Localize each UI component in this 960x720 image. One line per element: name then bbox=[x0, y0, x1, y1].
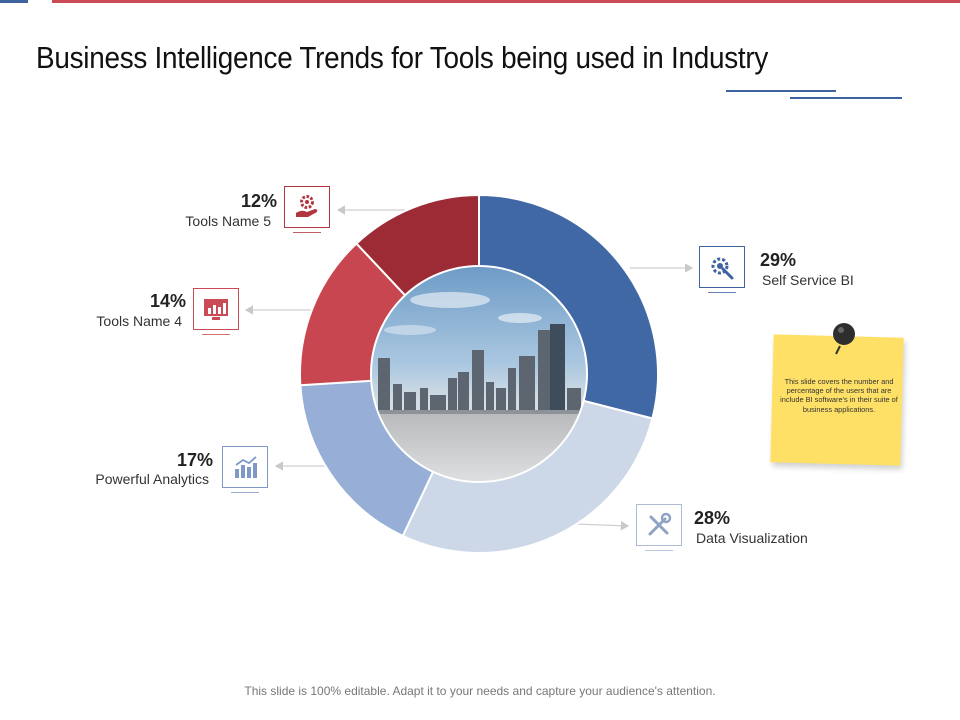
hand-gear-icon bbox=[296, 195, 318, 217]
monitor-chart-icon bbox=[204, 299, 228, 320]
top-left-accent-bar bbox=[0, 0, 28, 3]
footer-text: This slide is 100% editable. Adapt it to… bbox=[244, 684, 716, 698]
label-powerful-analytics: Powerful Analytics bbox=[95, 471, 209, 487]
title-underline-1 bbox=[726, 90, 836, 92]
tools-name-4-icon-box bbox=[193, 288, 239, 335]
pushpin-icon bbox=[833, 323, 855, 355]
label-tools-name-4: Tools Name 4 bbox=[96, 313, 182, 329]
label-self-service-bi: Self Service BI bbox=[762, 272, 854, 288]
title-underline-2 bbox=[790, 97, 902, 99]
connector-data-visualization bbox=[574, 520, 630, 531]
bar-chart-icon bbox=[235, 456, 257, 478]
sticky-note-text: This slide covers the number and percent… bbox=[780, 377, 898, 414]
pct-tools-name-4: 14% bbox=[149, 291, 186, 311]
self-service-bi-icon-box bbox=[699, 246, 745, 293]
tools-name-5-icon-box bbox=[284, 186, 330, 233]
pct-data-visualization: 28% bbox=[694, 508, 731, 528]
data-visualization-icon-box bbox=[636, 504, 682, 551]
top-accent-bar bbox=[52, 0, 960, 3]
city-skyline-photo bbox=[372, 267, 586, 481]
pct-tools-name-5: 12% bbox=[240, 191, 277, 211]
tools-icon bbox=[648, 512, 672, 536]
slide-title: Business Intelligence Trends for Tools b… bbox=[36, 40, 769, 75]
label-data-visualization: Data Visualization bbox=[696, 530, 808, 546]
powerful-analytics-icon-box bbox=[222, 446, 268, 493]
label-tools-name-5: Tools Name 5 bbox=[185, 213, 271, 229]
pct-powerful-analytics: 17% bbox=[176, 450, 213, 470]
gear-wrench-icon bbox=[711, 257, 734, 280]
pct-self-service-bi: 29% bbox=[760, 250, 797, 270]
